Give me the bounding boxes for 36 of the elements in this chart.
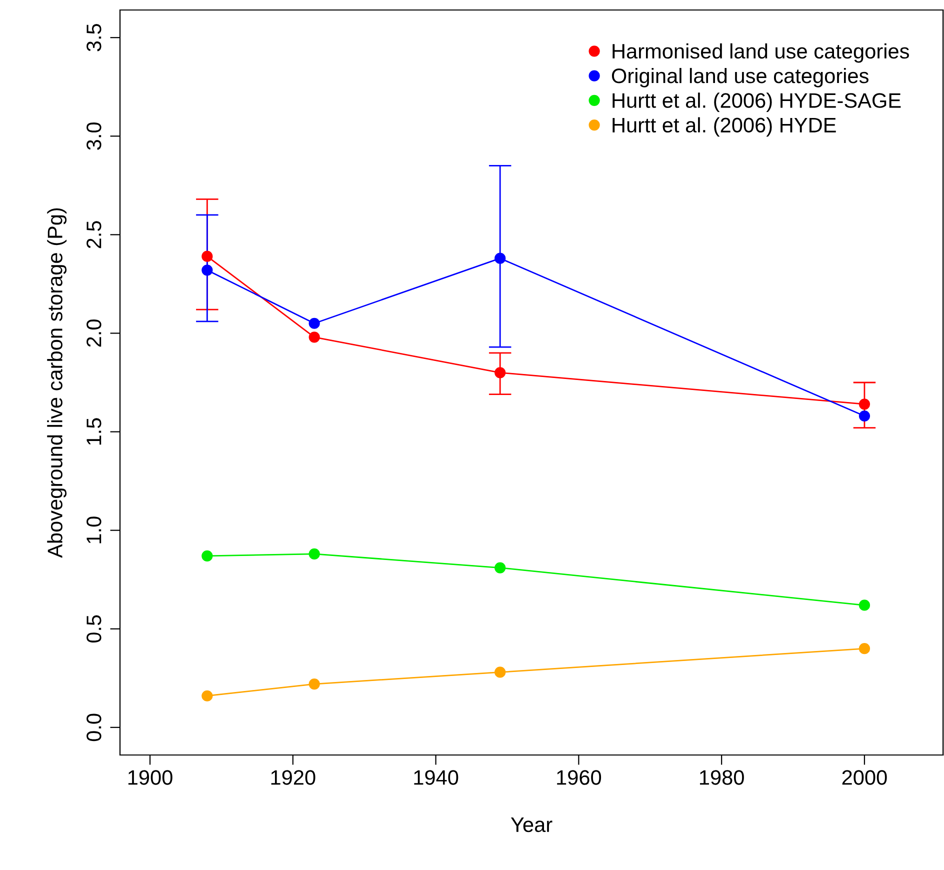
y-tick-label: 3.5: [86, 24, 102, 52]
legend-label: Original land use categories: [612, 68, 868, 88]
point: [858, 643, 870, 654]
legend-label: Harmonised land use categories: [612, 43, 909, 63]
legend-label: Hurtt et al. (2006) HYDE-SAGE: [612, 92, 901, 112]
y-tick-label: 0.5: [86, 615, 102, 643]
point: [202, 250, 213, 262]
y-tick-label: 1.0: [86, 516, 102, 544]
x-tick-label: 1900: [128, 770, 172, 785]
x-tick-label: 2000: [842, 770, 887, 785]
y-tick-label: 3.0: [86, 122, 102, 150]
point: [494, 562, 506, 574]
point: [202, 550, 213, 562]
x-axis-title: Year: [510, 818, 552, 832]
point: [202, 264, 213, 276]
point: [308, 548, 320, 560]
y-axis-title: Aboveground live carbon storage (Pg): [47, 208, 67, 558]
legend-label: Hurtt et al. (2006) HYDE: [612, 117, 836, 137]
point: [202, 690, 213, 702]
point: [858, 600, 870, 611]
point: [308, 332, 320, 343]
point: [308, 678, 320, 690]
x-tick-label: 1960: [557, 770, 602, 785]
y-tick-label: 1.5: [86, 418, 102, 445]
y-tick-label: 0.0: [86, 714, 102, 742]
y-tick-label: 2.0: [86, 320, 102, 347]
x-tick-label: 1980: [700, 770, 744, 785]
point: [308, 318, 320, 329]
point: [858, 410, 870, 422]
point: [494, 666, 506, 678]
point: [494, 367, 506, 378]
x-tick-label: 1920: [271, 770, 316, 785]
point: [494, 252, 506, 264]
y-tick-label: 2.5: [86, 221, 102, 248]
x-tick-label: 1940: [414, 770, 458, 785]
point: [858, 398, 870, 410]
